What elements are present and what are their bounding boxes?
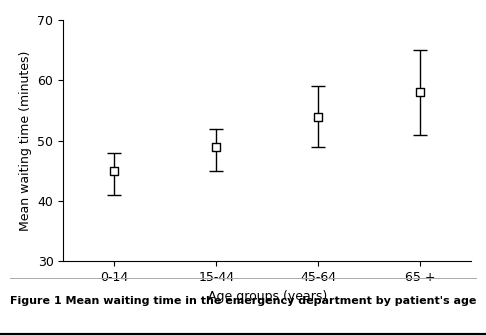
Point [314,114,322,119]
Point [110,168,118,174]
X-axis label: Age groups (years): Age groups (years) [208,289,327,303]
Point [417,90,424,95]
Text: Figure 1 Mean waiting time in the emergency department by patient's age: Figure 1 Mean waiting time in the emerge… [10,296,476,307]
Y-axis label: Mean waiting time (minutes): Mean waiting time (minutes) [19,51,32,231]
Point [212,144,220,149]
